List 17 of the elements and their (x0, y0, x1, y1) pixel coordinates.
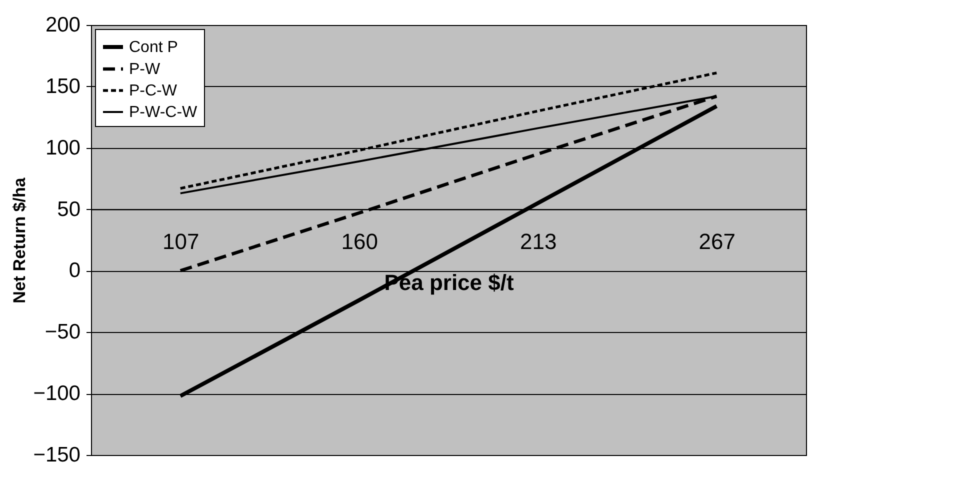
y-tick-label: 50 (57, 198, 80, 221)
y-tick-label: −150 (33, 444, 80, 466)
y-tick-label: 100 (45, 136, 80, 160)
legend-label: P-W (129, 61, 161, 78)
y-tick-label: −50 (44, 320, 80, 344)
y-tick-label: −100 (33, 382, 80, 406)
y-tick-label: 0 (68, 259, 80, 282)
legend-label: P-C-W (129, 82, 178, 100)
x-tick-label: 160 (341, 228, 378, 254)
legend-label: P-W-C-W (129, 104, 198, 121)
y-tick-label: 150 (45, 74, 80, 98)
x-tick-label: 213 (520, 228, 557, 254)
y-tick-label: 200 (45, 14, 80, 36)
y-axis-title: Net Return $/ha (10, 177, 30, 304)
x-tick-label: 107 (162, 228, 200, 254)
legend-label: Cont P (129, 39, 178, 56)
x-tick-label: 267 (698, 228, 736, 254)
